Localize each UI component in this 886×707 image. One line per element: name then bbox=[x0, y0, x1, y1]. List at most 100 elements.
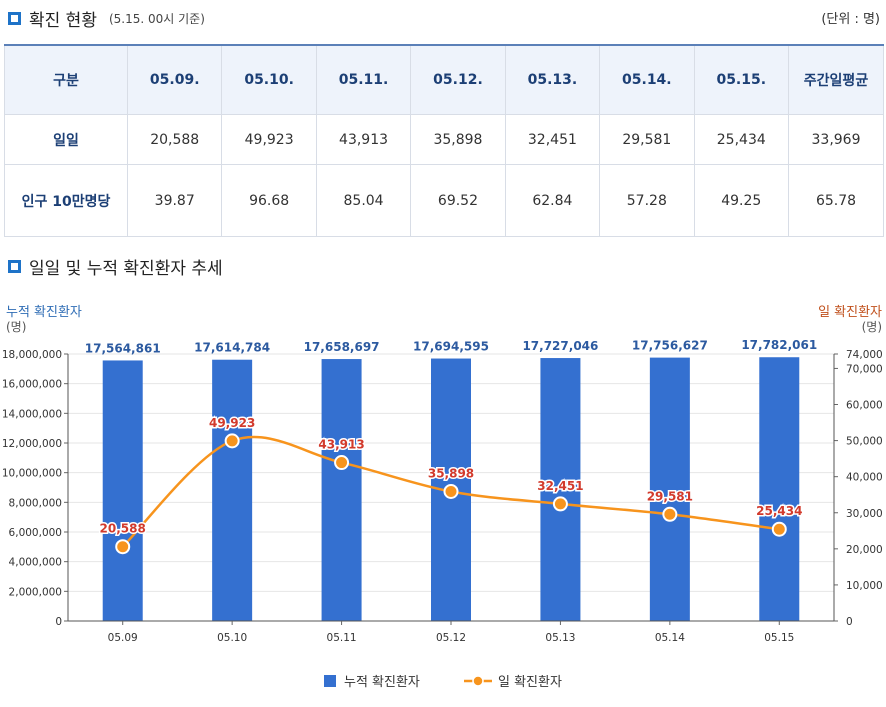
table-cell: 32,451 bbox=[504, 114, 601, 165]
header-cell: 05.13. bbox=[504, 44, 601, 115]
row-label: 일일 bbox=[4, 114, 128, 165]
table-cell: 57.28 bbox=[599, 164, 695, 237]
x-tick-label: 05.09 bbox=[108, 632, 138, 644]
line-value-label: 25,434 bbox=[756, 504, 802, 518]
right-axis-tick-label: 70,000 bbox=[846, 363, 883, 375]
table-row: 인구 10만명당 39.87 96.68 85.04 69.52 62.84 5… bbox=[4, 164, 884, 237]
section-title-text: 일일 및 누적 확진환자 추세 bbox=[29, 259, 223, 279]
section-square-icon bbox=[8, 260, 21, 273]
section-square-icon bbox=[8, 12, 21, 25]
left-axis-tick-label: 14,000,000 bbox=[2, 408, 62, 420]
left-axis-tick-label: 6,000,000 bbox=[9, 527, 62, 539]
x-tick-label: 05.13 bbox=[545, 632, 575, 644]
line-value-label: 32,451 bbox=[537, 479, 583, 493]
table-header-row: 구분 05.09. 05.10. 05.11. 05.12. 05.13. 05… bbox=[4, 44, 884, 115]
header-cell: 05.12. bbox=[410, 44, 506, 115]
left-axis-tick-label: 4,000,000 bbox=[9, 557, 62, 569]
left-axis-title: 누적 확진환자 bbox=[6, 305, 82, 320]
row-label: 인구 10만명당 bbox=[4, 164, 128, 237]
line-point bbox=[443, 483, 459, 499]
left-axis-tick-label: 0 bbox=[55, 616, 62, 628]
bar-cumulative bbox=[102, 360, 143, 621]
bar-cumulative bbox=[540, 358, 581, 621]
right-axis-tick-label: 0 bbox=[846, 616, 853, 628]
bar-value-label: 17,564,861 bbox=[85, 341, 161, 355]
bar-cumulative bbox=[212, 359, 253, 621]
line-point bbox=[115, 539, 131, 555]
line-value-label: 29,581 bbox=[647, 489, 693, 503]
table-cell: 20,588 bbox=[126, 114, 223, 165]
table-cell: 62.84 bbox=[504, 164, 601, 237]
left-axis-tick-label: 18,000,000 bbox=[2, 349, 62, 361]
right-axis-title: 일 확진환자 bbox=[818, 305, 882, 320]
line-point bbox=[552, 496, 568, 512]
legend-label-line: 일 확진환자 bbox=[498, 675, 562, 690]
legend-label-bar: 누적 확진환자 bbox=[344, 675, 420, 690]
header-cell: 05.11. bbox=[315, 44, 412, 115]
legend-swatch-point bbox=[472, 675, 484, 687]
bar-value-label: 17,694,595 bbox=[413, 340, 489, 354]
left-axis-tick-label: 2,000,000 bbox=[9, 586, 62, 598]
table-cell: 49,923 bbox=[221, 114, 317, 165]
line-point bbox=[224, 433, 240, 449]
x-tick-label: 05.11 bbox=[327, 632, 357, 644]
left-axis-tick-label: 16,000,000 bbox=[2, 379, 62, 391]
header-cell: 구분 bbox=[4, 44, 128, 115]
section-title-trend: 일일 및 누적 확진환자 추세 bbox=[8, 254, 223, 279]
table-cell: 43,913 bbox=[315, 114, 412, 165]
bar-cumulative bbox=[649, 357, 690, 621]
left-axis-tick-label: 10,000,000 bbox=[2, 468, 62, 480]
bar-value-label: 17,727,046 bbox=[522, 339, 598, 353]
header-cell: 05.15. bbox=[693, 44, 790, 115]
bar-value-label: 17,782,061 bbox=[741, 338, 817, 352]
line-value-label: 35,898 bbox=[428, 466, 474, 480]
bar-value-label: 17,658,697 bbox=[304, 340, 380, 354]
right-axis-tick-label: 10,000 bbox=[846, 580, 883, 592]
line-point bbox=[662, 506, 678, 522]
table-cell: 65.78 bbox=[788, 164, 884, 237]
trend-chart: 0 2,000,000 4,000,000 6,000,000 8,000,000 10,… bbox=[2, 305, 883, 690]
table-cell: 39.87 bbox=[126, 164, 223, 237]
header-cell: 05.09. bbox=[126, 44, 223, 115]
right-axis-tick-label: 74,000 bbox=[846, 349, 883, 361]
right-axis-unit: (명) bbox=[862, 320, 882, 334]
bar-cumulative bbox=[759, 357, 800, 621]
legend-swatch-bar bbox=[324, 675, 336, 687]
line-value-label: 49,923 bbox=[209, 416, 255, 430]
x-tick-label: 05.10 bbox=[217, 632, 247, 644]
section-title-status: 확진 현황 (5.15. 00시 기준) bbox=[8, 6, 205, 31]
line-point bbox=[334, 455, 350, 471]
bar-value-label: 17,756,627 bbox=[632, 339, 708, 353]
bar-value-label: 17,614,784 bbox=[194, 341, 270, 355]
right-axis-tick-label: 30,000 bbox=[846, 508, 883, 520]
table-cell: 25,434 bbox=[693, 114, 790, 165]
section-subtitle: (5.15. 00시 기준) bbox=[108, 12, 205, 26]
table-cell: 96.68 bbox=[221, 164, 317, 237]
x-tick-label: 05.12 bbox=[436, 632, 466, 644]
x-tick-label: 05.14 bbox=[655, 632, 685, 644]
table-cell: 35,898 bbox=[410, 114, 506, 165]
table-row: 일일 20,588 49,923 43,913 35,898 32,451 29… bbox=[4, 114, 884, 165]
line-point bbox=[771, 521, 787, 537]
section-title-text: 확진 현황 bbox=[29, 11, 97, 31]
line-value-label: 20,588 bbox=[100, 522, 146, 536]
right-axis-tick-label: 50,000 bbox=[846, 436, 883, 448]
bar-cumulative bbox=[321, 359, 362, 621]
right-axis-tick-label: 60,000 bbox=[846, 400, 883, 412]
table-cell: 29,581 bbox=[599, 114, 695, 165]
left-axis-tick-label: 12,000,000 bbox=[2, 438, 62, 450]
unit-label: (단위 : 명) bbox=[821, 12, 880, 27]
x-tick-label: 05.15 bbox=[764, 632, 794, 644]
header-cell: 05.14. bbox=[599, 44, 695, 115]
left-axis-tick-label: 8,000,000 bbox=[9, 497, 62, 509]
header-cell: 주간일평균 bbox=[788, 44, 884, 115]
right-axis-tick-label: 40,000 bbox=[846, 472, 883, 484]
table-cell: 69.52 bbox=[410, 164, 506, 237]
header-cell: 05.10. bbox=[221, 44, 317, 115]
status-table: 구분 05.09. 05.10. 05.11. 05.12. 05.13. 05… bbox=[4, 44, 884, 237]
line-value-label: 43,913 bbox=[318, 438, 364, 452]
table-cell: 49.25 bbox=[693, 164, 790, 237]
left-axis-unit: (명) bbox=[6, 320, 26, 334]
table-cell: 33,969 bbox=[788, 114, 884, 165]
right-axis-tick-label: 20,000 bbox=[846, 544, 883, 556]
